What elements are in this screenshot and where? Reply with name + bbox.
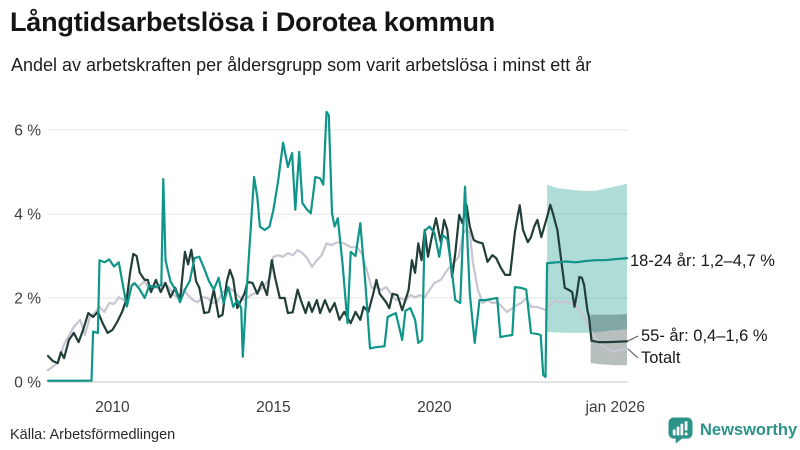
annotation-senior: 55- år: 0,4–1,6 % bbox=[641, 327, 768, 345]
brand-name: Newsworthy bbox=[700, 421, 798, 439]
source-caption: Källa: Arbetsförmedlingen bbox=[10, 427, 176, 443]
annotation-youth: 18-24 år: 1,2–4,7 % bbox=[630, 252, 775, 270]
forecast-bands bbox=[547, 183, 627, 366]
connector-total-line bbox=[627, 348, 639, 359]
chart-subtitle: Andel av arbetskraften per åldersgrupp s… bbox=[11, 55, 592, 75]
brand-logo: Newsworthy bbox=[668, 417, 797, 444]
y-axis-tick-labels: 0 % 2 % 4 % 6 % bbox=[14, 123, 41, 392]
x-tick-label-2020: 2020 bbox=[417, 399, 452, 416]
forecast-band-18-24-år bbox=[547, 183, 627, 333]
connector-senior-line bbox=[627, 335, 639, 342]
y-tick-label-4: 4 % bbox=[14, 207, 41, 224]
y-tick-label-0: 0 % bbox=[14, 375, 41, 392]
series-line-18-24-år bbox=[46, 110, 629, 382]
x-tick-label-2015: 2015 bbox=[256, 399, 290, 416]
y-tick-label-6: 6 % bbox=[14, 123, 41, 140]
series-line-Totalt bbox=[46, 228, 629, 372]
y-tick-label-2: 2 % bbox=[14, 291, 41, 308]
x-axis-tick-labels: 2010 2015 2020 jan 2026 bbox=[95, 399, 645, 416]
newsworthy-icon bbox=[668, 417, 693, 444]
series-lines bbox=[46, 110, 629, 382]
forecast-band-55--år bbox=[590, 313, 627, 366]
annotation-total: Totalt bbox=[641, 349, 681, 367]
annotation-connectors bbox=[627, 335, 639, 359]
chart-layers: 0 % 2 % 4 % 6 % 2010 2015 2020 jan 2026 bbox=[14, 110, 645, 416]
x-tick-label-jan-2026: jan 2026 bbox=[585, 399, 645, 416]
x-tick-label-2010: 2010 bbox=[95, 399, 130, 416]
page-title: Långtidsarbetslösa i Dorotea kommun bbox=[10, 7, 496, 37]
